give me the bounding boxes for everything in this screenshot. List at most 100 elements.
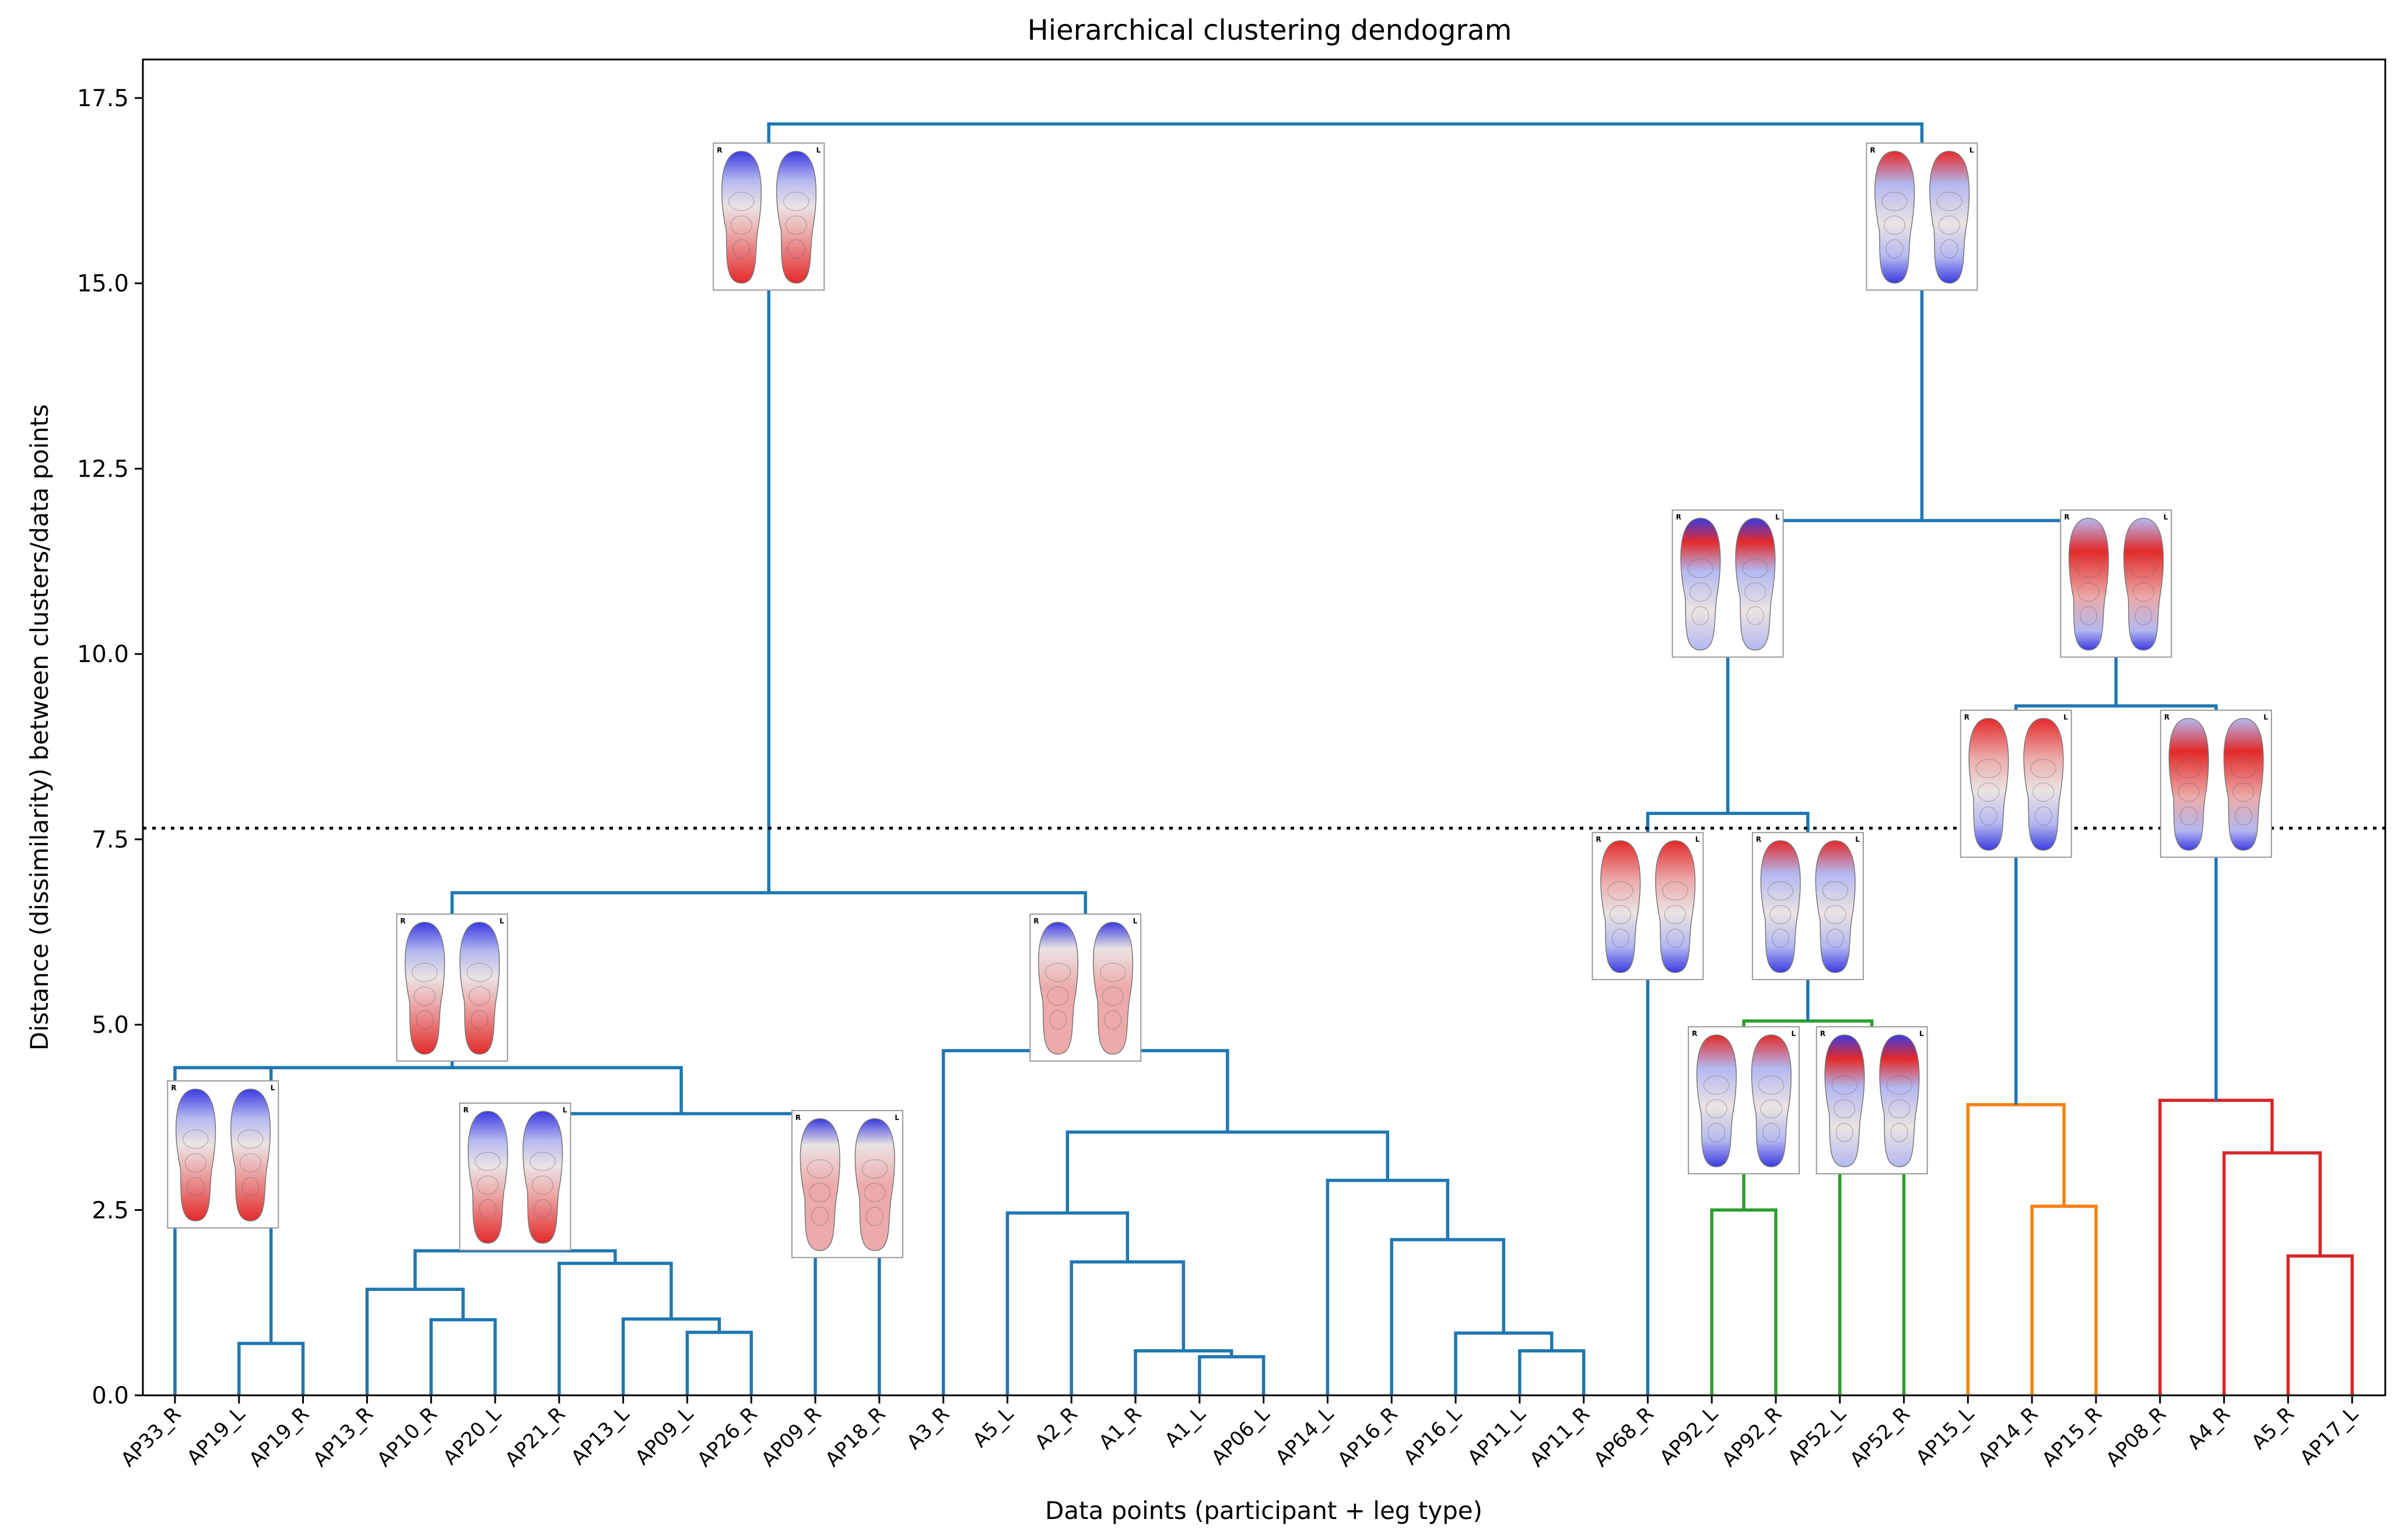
x-axis-label: Data points (participant + leg type) xyxy=(1045,1496,1482,1525)
thumbnail-left-label: L xyxy=(1791,1030,1796,1038)
pressure-contour xyxy=(1746,606,1764,625)
pressure-contour xyxy=(1662,881,1688,901)
pressure-contour xyxy=(1666,929,1684,948)
pressure-contour xyxy=(468,986,490,1006)
pressure-contour xyxy=(534,1199,552,1219)
foot-sole-shape xyxy=(800,1118,840,1251)
thumbnail-right-label: R xyxy=(795,1114,801,1122)
y-tick-label: 12.5 xyxy=(77,456,129,482)
pressure-contour xyxy=(1885,239,1904,258)
thumbnail-right-label: R xyxy=(463,1106,468,1114)
heatmap-thumbnails: R L R LR L R LR L R LR LR LR LR L R LR L R LR L R L xyxy=(167,142,2272,1258)
foot-sole-shape xyxy=(404,922,446,1055)
pressure-contour xyxy=(807,1159,833,1179)
dendrogram-link xyxy=(223,1066,683,1114)
pressure-contour xyxy=(416,1010,434,1030)
thumbnail-right-label: R xyxy=(1033,917,1039,925)
thumbnail-left-label: L xyxy=(2263,713,2268,722)
pressure-contour xyxy=(811,1206,829,1226)
pressure-contour xyxy=(2130,558,2157,578)
foot-sole-shape xyxy=(1968,718,2009,851)
foot-sole-shape xyxy=(1600,840,1641,973)
pressure-contour xyxy=(1611,929,1629,948)
foot-sole-shape xyxy=(176,1088,216,1222)
y-tick-label: 10.0 xyxy=(77,641,129,668)
thumbnail-right-label: R xyxy=(400,917,405,925)
foot-sole-shape xyxy=(776,150,817,284)
pressure-contour xyxy=(730,215,752,235)
thumbnail-right-label: R xyxy=(1676,513,1681,521)
thumbnail-left-label: L xyxy=(2063,713,2068,722)
pressure-contour xyxy=(1824,905,1846,925)
pressure-contour xyxy=(1936,191,1962,211)
pressure-contour xyxy=(1772,929,1789,948)
y-tick-label: 5.0 xyxy=(92,1012,129,1039)
y-axis-label: Distance (dissimilarity) between cluster… xyxy=(25,404,54,1051)
thumbnail-left-label: L xyxy=(1695,835,1700,844)
pressure-contour xyxy=(187,1177,205,1196)
pressure-contour xyxy=(1607,881,1634,901)
pressure-contour xyxy=(2076,558,2102,578)
pressure-contour xyxy=(2179,806,2197,826)
pressure-contour xyxy=(413,986,436,1006)
pressure-contour xyxy=(861,1159,888,1179)
pressure-contour xyxy=(471,1010,489,1030)
foot-sole-shape xyxy=(467,1111,509,1244)
pressure-contour xyxy=(728,191,755,211)
pressure-contour xyxy=(1104,1010,1122,1030)
pressure-contour xyxy=(2178,782,2200,802)
pressure-contour xyxy=(2080,606,2098,625)
thumbnail-left-label: L xyxy=(895,1114,899,1122)
pressure-contour xyxy=(184,1153,206,1172)
foot-sole-shape xyxy=(1824,1034,1865,1167)
pressure-contour xyxy=(1883,215,1905,235)
foot-sole-shape xyxy=(1696,1034,1737,1167)
foot-sole-shape xyxy=(230,1088,271,1222)
thumbnail-right-label: R xyxy=(717,146,722,154)
thumbnail-right-label: R xyxy=(1692,1030,1697,1038)
thumbnail-right-label: R xyxy=(171,1084,176,1092)
pressure-contour xyxy=(530,1152,556,1171)
pressure-contour xyxy=(1767,881,1793,901)
pressure-contour xyxy=(864,1183,886,1202)
pressure-contour xyxy=(1704,1075,1730,1095)
y-tick-label: 2.5 xyxy=(92,1197,129,1224)
pressure-contour xyxy=(1705,1099,1727,1119)
pressure-contour xyxy=(732,239,751,258)
pressure-contour xyxy=(1979,806,1997,826)
pressure-contour xyxy=(2134,606,2153,625)
pressure-contour xyxy=(1102,986,1124,1006)
pressure-contour xyxy=(787,239,805,258)
pressure-contour xyxy=(1708,1123,1726,1142)
pressure-contour xyxy=(809,1183,831,1202)
thumbnail-left-label: L xyxy=(1133,917,1138,925)
pressure-contour xyxy=(237,1129,264,1149)
pressure-contour xyxy=(1687,558,1713,578)
pressure-contour xyxy=(1835,1123,1853,1142)
pressure-contour xyxy=(2030,759,2056,778)
pressure-contour xyxy=(1938,215,1960,235)
thumbnail-left-label: L xyxy=(500,917,504,925)
foot-sole-shape xyxy=(1760,840,1801,973)
foot-sole-shape xyxy=(1929,150,1970,284)
pressure-contour xyxy=(475,1152,501,1171)
pressure-contour xyxy=(2232,782,2255,802)
pressure-contour xyxy=(1760,1099,1782,1119)
pressure-contour xyxy=(2034,806,2052,826)
thumbnail-right-label: R xyxy=(1870,146,1875,154)
pressure-contour xyxy=(1940,239,1958,258)
foot-sole-shape xyxy=(2123,517,2164,651)
foot-sole-shape xyxy=(1680,517,1721,651)
thumbnail-right-label: R xyxy=(2064,513,2069,521)
pressure-contour xyxy=(1827,929,1844,948)
thumbnail-left-label: L xyxy=(816,146,821,154)
y-tick-label: 17.5 xyxy=(77,85,129,112)
foot-sole-shape xyxy=(1092,922,1134,1055)
foot-sole-shape xyxy=(2068,517,2109,651)
